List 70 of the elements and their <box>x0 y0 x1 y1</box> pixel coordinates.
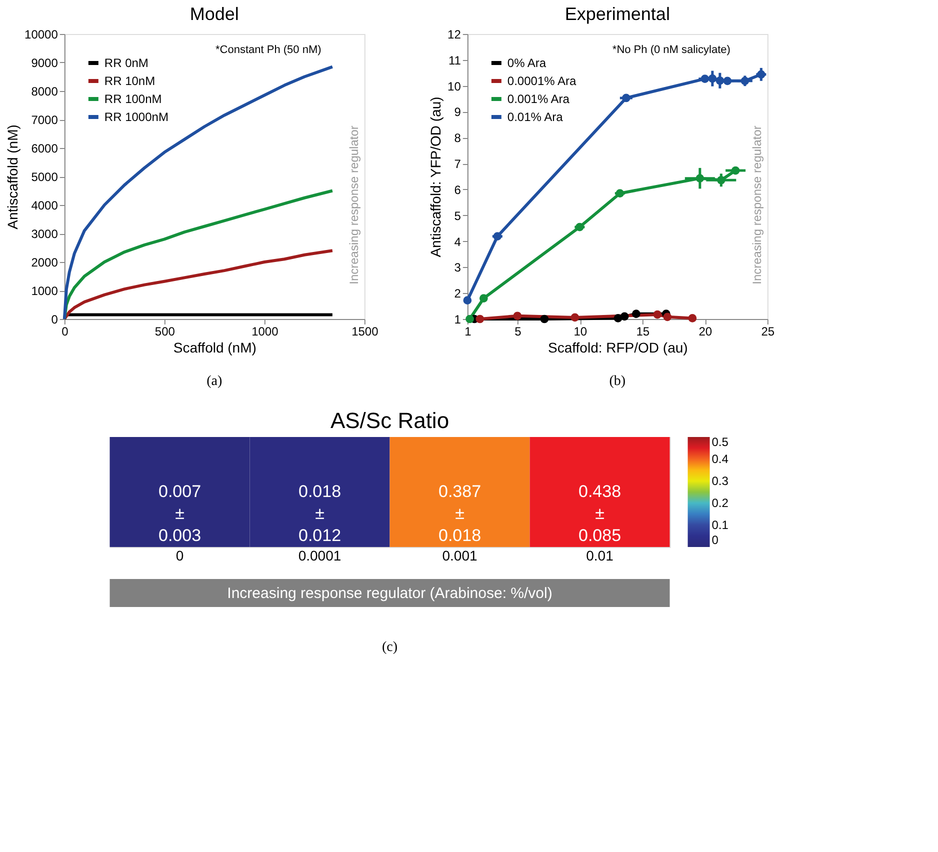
data-label: 0.018 ± 0.012 <box>298 482 342 545</box>
y-axis-title: Antiscaffold (nM) <box>4 124 21 230</box>
y-tick-label: 10000 <box>24 28 58 42</box>
x-axis-title: Scaffold (nM) <box>173 340 256 356</box>
x-tick-label: 0.0001 <box>298 548 342 564</box>
y-tick-label: 11 <box>448 53 462 68</box>
legend-label: RR 100nM <box>104 92 162 106</box>
annotation: Increasing response regulator <box>346 126 361 284</box>
x-tick-label: 1 <box>464 324 472 338</box>
x-tick-label: 15 <box>636 324 650 338</box>
y-tick-label: 1 <box>454 312 462 326</box>
x-tick-label: 0.001 <box>442 548 478 564</box>
y-tick-label: 3 <box>454 260 462 275</box>
legend-label: RR 1000nM <box>104 110 168 124</box>
legend-label: 0.001% Ara <box>507 92 570 106</box>
x-tick-label: 10 <box>574 324 588 338</box>
data-label: 0.007 ± 0.003 <box>158 482 202 545</box>
y-tick-label: 12 <box>448 28 462 42</box>
y-tick-label: 10 <box>448 79 462 94</box>
y-tick-label: 0 <box>51 312 58 326</box>
x-tick-label: 1500 <box>352 324 379 338</box>
chart-title: AS/Sc Ratio <box>330 408 450 433</box>
chart-title: Experimental <box>564 4 670 24</box>
y-tick-label: 5 <box>454 208 462 223</box>
x-tick-label: 5 <box>514 324 522 338</box>
x-tick-label: 25 <box>761 324 775 338</box>
color-bar-label: 0.5 <box>712 435 729 449</box>
y-axis-title: Antiscaffold: YFP/OD (au) <box>428 96 444 258</box>
x-axis-title: Scaffold: RFP/OD (au) <box>548 340 688 356</box>
chart-title: Model <box>190 4 239 24</box>
color-bar-label: 0.3 <box>712 474 729 488</box>
y-tick-label: 5000 <box>31 170 58 184</box>
color-bar-label: 0.2 <box>712 496 729 510</box>
annotation: *No Ph (0 nM salicylate) <box>612 44 730 56</box>
x-tick-label: 0.01 <box>586 548 614 564</box>
y-tick-label: 7000 <box>31 113 58 127</box>
y-tick-label: 8000 <box>31 84 58 98</box>
y-tick-label: 4000 <box>31 198 58 212</box>
x-tick-label: 1000 <box>252 324 279 338</box>
annotation: Increasing response regulator <box>750 126 764 284</box>
legend-label: 0.01% Ara <box>507 110 564 124</box>
data-label: 0.387 ± 0.018 <box>438 482 482 545</box>
y-tick-label: 6000 <box>31 142 58 156</box>
y-tick-label: 9000 <box>31 56 58 70</box>
x-tick-label: 0 <box>62 324 69 338</box>
x-tick-label: 500 <box>154 324 176 338</box>
legend-label: 0% Ara <box>507 56 546 70</box>
y-tick-label: 1000 <box>31 284 58 298</box>
x-tick-label: 20 <box>698 324 712 338</box>
y-tick-label: 9 <box>454 105 462 120</box>
y-tick-label: 3000 <box>31 227 58 241</box>
y-tick-label: 4 <box>454 234 462 249</box>
color-bar-label: 0.4 <box>712 452 729 466</box>
y-tick-label: 6 <box>454 182 462 197</box>
y-tick-label: 7 <box>454 157 462 172</box>
data-label: 0.438 ± 0.085 <box>578 482 622 545</box>
text: (b) <box>609 374 626 389</box>
color-bar-label: 0 <box>712 533 719 547</box>
color-bar-label: 0.1 <box>712 518 729 532</box>
text: (a) <box>206 374 223 389</box>
x-tick-label: 0 <box>176 548 184 564</box>
annotation: *Constant Ph (50 nM) <box>216 44 322 56</box>
legend-label: RR 0nM <box>104 56 148 70</box>
y-tick-label: 8 <box>454 131 462 146</box>
x-axis-title: Increasing response regulator (Arabinose: %/vol) <box>227 585 552 602</box>
legend-label: RR 10nM <box>104 74 156 88</box>
y-tick-label: 2000 <box>31 256 58 270</box>
y-tick-label: 2 <box>454 286 462 301</box>
text: (c) <box>382 640 398 655</box>
legend-label: 0.0001% Ara <box>507 74 576 88</box>
